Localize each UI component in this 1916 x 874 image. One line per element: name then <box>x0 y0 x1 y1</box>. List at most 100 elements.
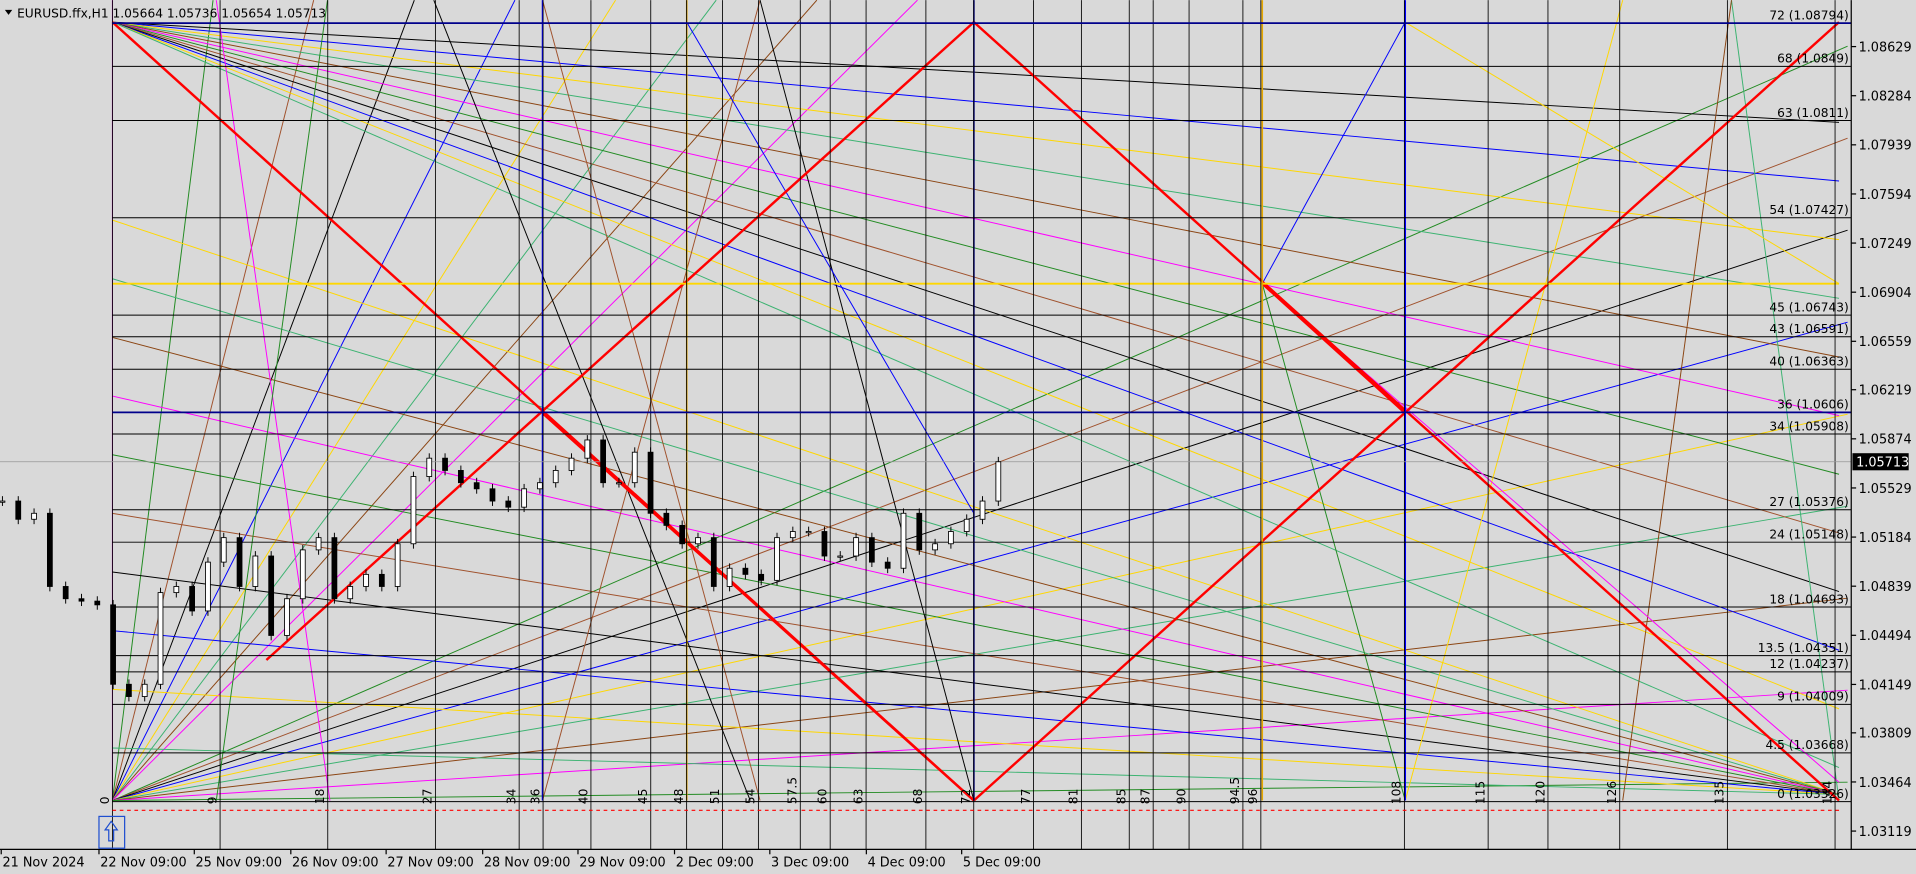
gann-line <box>112 336 1840 795</box>
level-close: ) <box>1844 300 1849 314</box>
level-label: 43 (1.06591) <box>1769 322 1848 336</box>
candle <box>315 537 322 551</box>
gann-line <box>112 21 1840 123</box>
degree-label: 85 <box>1115 789 1129 805</box>
level-degree: 9 <box>1777 690 1785 704</box>
gann-line <box>1404 0 1624 801</box>
gann-line <box>112 137 1848 801</box>
price-tick-label: 1.07249 <box>1859 237 1912 252</box>
degree-label: 77 <box>1019 789 1033 805</box>
level-label: 0 (1.03326) <box>1777 787 1849 801</box>
candle <box>426 457 433 477</box>
gann-line <box>111 0 214 801</box>
anchor-arrow <box>103 820 119 842</box>
candle <box>173 586 180 594</box>
candle <box>884 561 891 569</box>
candle <box>110 604 116 685</box>
level-close: ) <box>1844 787 1849 801</box>
degree-label: 81 <box>1067 789 1081 805</box>
candle <box>774 537 780 581</box>
level-price: 1.06743 <box>1794 300 1844 314</box>
time-label: 28 Nov 09:00 <box>484 856 570 871</box>
time-label: 22 Nov 09:00 <box>100 856 186 871</box>
level-open: ( <box>1785 322 1794 336</box>
level-close: ) <box>1844 641 1849 655</box>
level-close: ) <box>1844 8 1849 22</box>
degree-label: 87 <box>1139 789 1153 805</box>
candle <box>363 573 369 587</box>
gann-line <box>111 0 315 801</box>
gann-line <box>1731 0 1840 801</box>
candle <box>442 457 448 471</box>
level-label: 18 (1.04693) <box>1769 592 1848 606</box>
degree-label: 60 <box>816 789 830 805</box>
level-price: 1.07427 <box>1794 203 1844 217</box>
level-close: ) <box>1844 657 1849 671</box>
level-price: 1.06591 <box>1794 322 1844 336</box>
candle <box>457 470 464 484</box>
degree-label: 72 <box>959 789 973 805</box>
anchor-icon[interactable] <box>98 815 126 849</box>
level-open: ( <box>1785 8 1794 22</box>
degree-label: 108 <box>1390 781 1404 804</box>
time-label: 4 Dec 09:00 <box>868 856 946 871</box>
plot: 0 9 18 27 34 36 40 45 48 51 54 57.5 60 63 68 72 77 81 85 87… <box>0 0 1852 850</box>
price-tick-label: 1.03119 <box>1859 825 1912 840</box>
gann-line <box>112 21 1840 651</box>
level-degree: 68 <box>1777 52 1793 66</box>
time-label: 26 Nov 09:00 <box>292 856 378 871</box>
candle <box>126 683 132 697</box>
level-price: 1.04351 <box>1794 641 1844 655</box>
gann-line <box>1622 0 1732 801</box>
degree-label: 9 <box>205 796 219 804</box>
gann-line <box>112 21 1840 182</box>
level-degree: 18 <box>1769 592 1785 606</box>
candle <box>521 488 527 508</box>
price-tick-label: 1.08629 <box>1859 40 1912 55</box>
gann-line <box>215 0 328 801</box>
candle <box>647 451 654 514</box>
gann-line <box>112 21 1840 593</box>
level-price: 1.08794 <box>1794 8 1845 22</box>
gann-line <box>542 0 761 801</box>
degree-label: 18 <box>313 789 327 805</box>
price-tick-label: 1.04839 <box>1859 580 1912 595</box>
level-degree: 27 <box>1769 495 1785 509</box>
candle <box>394 543 401 587</box>
candle <box>331 537 338 600</box>
level-close: ) <box>1844 322 1849 336</box>
level-open: ( <box>1785 300 1794 314</box>
degree-label: 36 <box>528 789 542 805</box>
gann-line <box>112 0 918 801</box>
time-label: 21 Nov 2024 <box>2 856 84 871</box>
candle <box>46 512 53 587</box>
level-price: 1.06363 <box>1794 355 1844 369</box>
level-degree: 34 <box>1769 419 1785 433</box>
candle <box>900 512 907 569</box>
level-label: 9 (1.04009) <box>1777 690 1849 704</box>
price-tick-label: 1.05874 <box>1859 433 1912 448</box>
gann-line <box>112 0 818 801</box>
price-tick-label: 1.07939 <box>1859 139 1912 154</box>
price-tick-label: 1.07594 <box>1859 188 1912 203</box>
time-label: 2 Dec 09:00 <box>676 856 754 871</box>
level-degree: 63 <box>1777 106 1793 120</box>
header: EURUSD.ffx,H1 1.05664 1.05736 1.05654 1.… <box>17 6 326 20</box>
level-close: ) <box>1844 592 1849 606</box>
price-tick-label: 1.04494 <box>1859 629 1912 644</box>
candle <box>821 531 828 557</box>
candle <box>189 586 196 612</box>
level-open: ( <box>1793 106 1802 120</box>
candle <box>78 598 85 602</box>
candle <box>268 555 275 636</box>
candle <box>473 482 480 490</box>
candle <box>695 537 701 545</box>
gann-line <box>759 0 975 801</box>
level-open: ( <box>1785 787 1794 801</box>
candle <box>505 500 512 508</box>
gann-line <box>112 630 1840 795</box>
time-label: 27 Nov 09:00 <box>387 856 473 871</box>
candle <box>616 482 622 485</box>
menu-arrow[interactable] <box>4 9 13 15</box>
